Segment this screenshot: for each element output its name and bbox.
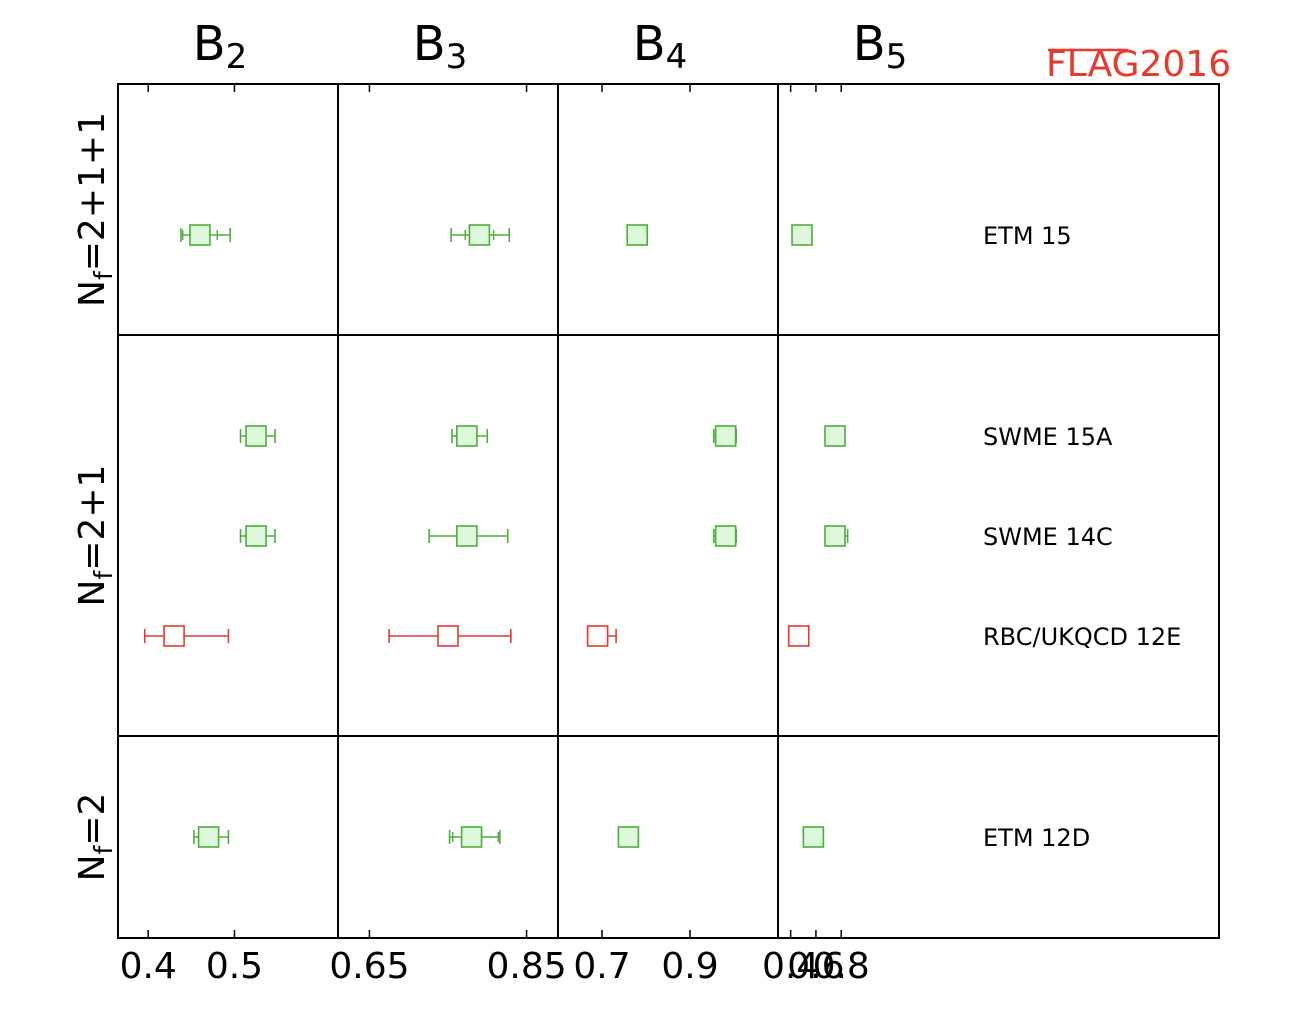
central-value-box	[787, 625, 810, 647]
central-value-box	[189, 224, 211, 246]
flag-logo-year: 2016	[1139, 44, 1231, 85]
central-value-box	[197, 826, 220, 848]
data-point-b5	[791, 224, 813, 246]
x-tick-label: 0.8	[813, 946, 870, 987]
panel-title-b5: B5	[853, 16, 908, 77]
x-tick-label: 0.85	[486, 946, 566, 987]
data-point-b5	[802, 826, 825, 848]
x-tick-label: 0.9	[661, 946, 718, 987]
row-label-main: N	[72, 580, 113, 607]
central-value-box	[824, 525, 846, 547]
x-tick-label: 0.6	[787, 946, 844, 987]
data-point-b3	[451, 425, 489, 447]
data-point-b3	[448, 826, 501, 848]
data-point-b3	[428, 525, 509, 547]
central-value-box	[626, 224, 649, 246]
row-group-label: Nf=2	[72, 793, 118, 882]
row-group-label: Nf=2+1	[72, 465, 118, 607]
x-tick-label: 0.5	[206, 946, 263, 987]
data-point-b3	[388, 625, 512, 647]
data-point-b4	[626, 224, 649, 246]
row-label-main: N	[72, 854, 113, 881]
panel-title-main: B	[633, 16, 666, 72]
data-point-b4	[712, 525, 738, 547]
data-point-b5	[824, 425, 846, 447]
panel-title-main: B	[853, 16, 886, 72]
data-point-b4	[586, 625, 617, 647]
entry-label: RBC/UKQCD 12E	[983, 623, 1181, 651]
flag-logo: FLAG2016	[1046, 44, 1231, 85]
central-value-box	[468, 224, 491, 246]
central-value-box	[245, 425, 267, 447]
panel-title-sub: 5	[886, 37, 908, 77]
row-label-sub: f	[89, 270, 118, 280]
row-group-label: Nf=2+1+1	[72, 112, 118, 307]
x-tick-label: 0.4	[762, 946, 819, 987]
panel-title-sub: 3	[446, 37, 468, 77]
panel-title-b4: B4	[633, 16, 688, 77]
panel-title-sub: 2	[226, 37, 248, 77]
data-point-b2	[143, 625, 230, 647]
entry-label: SWME 15A	[983, 423, 1113, 451]
central-value-box	[802, 826, 825, 848]
x-tick-label: 0.4	[120, 946, 177, 987]
panel-title-main: B	[413, 16, 446, 72]
central-value-box	[586, 625, 609, 647]
row-label-rest: =2+1	[72, 465, 113, 571]
x-tick-label: 0.65	[329, 946, 409, 987]
entry-label: ETM 12D	[983, 824, 1090, 852]
panel-title-b3: B3	[413, 16, 468, 77]
central-value-box	[791, 224, 813, 246]
row-label-rest: =2	[72, 793, 113, 846]
panel-title-sub: 4	[666, 37, 688, 77]
row-label-sub: f	[89, 570, 118, 580]
central-value-box	[714, 425, 737, 447]
x-tick-label: 0.7	[573, 946, 630, 987]
central-value-box	[456, 525, 478, 547]
data-point-b5	[824, 525, 849, 547]
row-label-rest: =2+1+1	[72, 112, 113, 271]
central-value-box	[163, 625, 185, 647]
data-point-b2	[239, 425, 276, 447]
data-point-b4	[617, 826, 640, 848]
central-value-box	[824, 425, 846, 447]
central-value-box	[714, 525, 737, 547]
row-label-main: N	[72, 280, 113, 307]
data-point-b3	[450, 224, 511, 246]
central-value-box	[456, 425, 478, 447]
data-point-b2	[180, 224, 231, 246]
central-value-box	[617, 826, 640, 848]
central-value-box	[245, 525, 267, 547]
entry-label: SWME 14C	[983, 523, 1113, 551]
panel-title-main: B	[193, 16, 226, 72]
plot-frame	[117, 83, 1220, 939]
data-point-b2	[193, 826, 230, 848]
data-point-b4	[712, 425, 738, 447]
data-point-b5	[787, 625, 810, 647]
entry-label: ETM 15	[983, 222, 1072, 250]
central-value-box	[437, 625, 459, 647]
row-label-sub: f	[89, 844, 118, 854]
central-value-box	[460, 826, 483, 848]
data-point-b2	[239, 525, 276, 547]
panel-title-b2: B2	[193, 16, 248, 77]
